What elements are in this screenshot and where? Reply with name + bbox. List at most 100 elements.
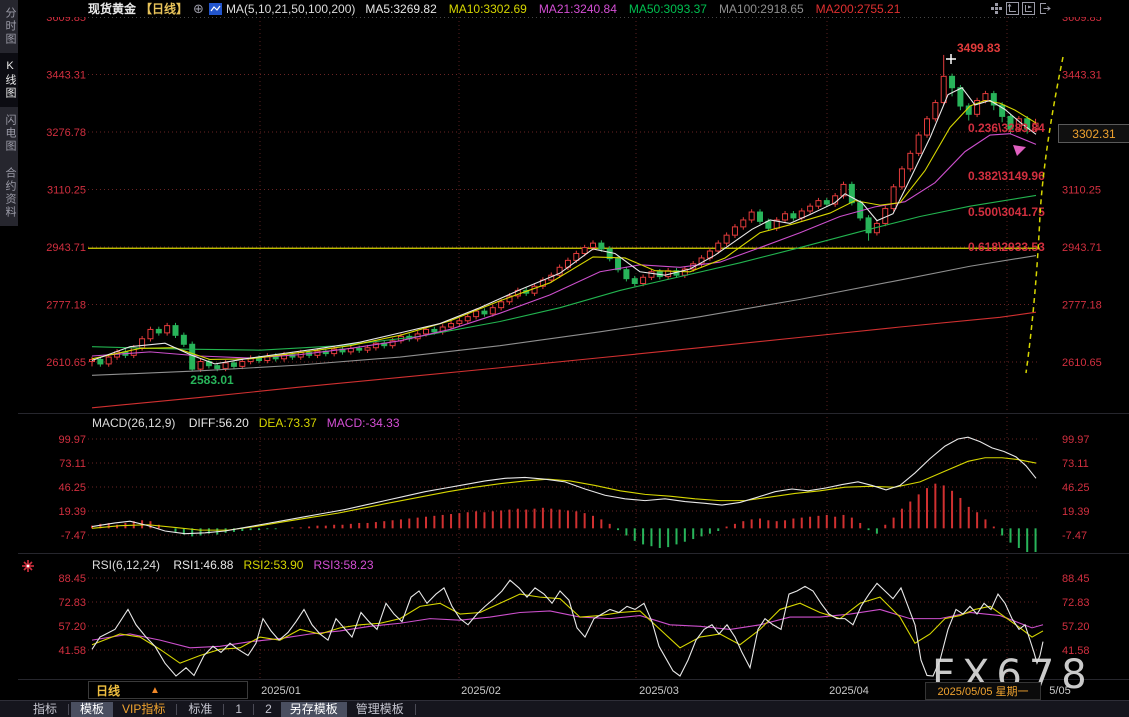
- candle-body: [590, 242, 596, 249]
- ma-legend-value: MA10:3302.69: [448, 1, 527, 16]
- candle-body: [489, 307, 496, 315]
- candle-body: [723, 234, 730, 244]
- candle-body: [748, 211, 755, 221]
- toolbar-button-9[interactable]: 2: [265, 702, 272, 716]
- candle-body: [949, 75, 956, 89]
- macd-axis-label-right: 19.39: [1062, 506, 1090, 518]
- toolbar-button-10[interactable]: 另存模板: [280, 702, 347, 717]
- candle-body: [189, 343, 196, 370]
- candle-body: [581, 247, 588, 254]
- candle-body: [214, 365, 221, 369]
- candle-body: [506, 295, 513, 303]
- exit-icon[interactable]: [1038, 2, 1051, 15]
- candle-body: [999, 104, 1006, 117]
- candle-body: [431, 328, 438, 333]
- ma50-line: [91, 194, 1037, 351]
- candle-body: [498, 301, 505, 309]
- sidebar-item-1[interactable]: K线图: [0, 53, 18, 107]
- price-axis-label-left: 2610.65: [46, 357, 86, 369]
- chart-header: 现货黄金 【日线】 ⊕ MA(5,10,21,50,100,200) MA5:3…: [18, 0, 1129, 17]
- fib-level-label: 0.618\2933.53: [968, 240, 1045, 254]
- candle-body: [372, 342, 379, 349]
- candle-body: [731, 226, 738, 236]
- macd-axis-label-left: 19.39: [58, 506, 86, 518]
- candle-body: [598, 242, 605, 250]
- candle-body: [448, 323, 455, 328]
- low-price-label: 2583.01: [190, 373, 234, 387]
- candle-body: [364, 347, 371, 351]
- ma200-line: [91, 311, 1037, 409]
- candle-body: [915, 134, 922, 154]
- ma-legend-value: MA5:3269.82: [365, 1, 437, 16]
- candle-body: [573, 252, 580, 261]
- toolbar-button-3[interactable]: VIP指标: [122, 702, 166, 716]
- drawn-dashed-curve: [1025, 56, 1064, 374]
- symbol-name: 现货黄金: [88, 2, 137, 16]
- candle-body: [815, 200, 822, 207]
- candle-body: [974, 100, 981, 115]
- price-axis-label-right: 2777.18: [1062, 300, 1102, 312]
- price-axis-label-right: 2943.71: [1062, 242, 1102, 254]
- toolbar-divider: [68, 704, 70, 715]
- candle-body: [139, 338, 146, 349]
- move-icon[interactable]: [990, 2, 1003, 15]
- candle-body: [765, 220, 772, 229]
- macd-axis-label-right: -7.47: [1062, 530, 1087, 542]
- indicator-value: RSI1:46.88: [173, 558, 234, 572]
- toolbar-button-7[interactable]: 1: [235, 702, 243, 716]
- rsi-axis-label-left: 41.58: [58, 645, 86, 657]
- sidebar-item-0[interactable]: 分时图: [4, 7, 16, 46]
- last-price-box: 3302.31: [1058, 124, 1129, 143]
- period-selector[interactable]: 日线 ▲: [88, 681, 248, 699]
- candle-body: [172, 325, 179, 336]
- axis-pan-icon[interactable]: [1022, 2, 1035, 15]
- sidebar-filler: [0, 226, 18, 717]
- candle-body: [606, 248, 613, 260]
- rsi-axis-label-right: 57.20: [1062, 621, 1090, 633]
- toolbar-button-0[interactable]: 指标: [33, 702, 58, 716]
- candle-body: [356, 347, 363, 351]
- candle-body: [740, 219, 747, 228]
- indicator-value: RSI3:58.23: [313, 558, 374, 572]
- candle-body: [481, 310, 488, 315]
- rsi-axis-label-right: 41.58: [1062, 645, 1090, 657]
- toolbar-button-11[interactable]: 管理模板: [355, 702, 404, 716]
- expand-icon[interactable]: ⊕: [193, 0, 204, 16]
- candle-body: [807, 205, 814, 212]
- candle-body: [757, 211, 763, 222]
- toolbar-button-2[interactable]: 模板: [71, 702, 114, 717]
- high-price-label: 3499.83: [957, 41, 1001, 55]
- candle-body: [615, 258, 622, 271]
- candle-body: [982, 93, 989, 102]
- axis-zoom-icon[interactable]: [1006, 2, 1019, 15]
- macd-axis-label-left: -7.47: [61, 530, 86, 542]
- mini-chart-icon: [208, 2, 222, 15]
- candle-body: [715, 242, 722, 252]
- indicator-value: RSI2:53.90: [243, 558, 304, 572]
- macd-axis-label-right: 46.25: [1062, 482, 1090, 494]
- rsi2-line: [91, 593, 1044, 664]
- ma21-line: [91, 133, 1037, 359]
- time-axis-label: 2025/01: [261, 685, 301, 697]
- rsi-axis-label-right: 88.45: [1062, 573, 1090, 585]
- fib-level-label: 0.500\3041.75: [968, 205, 1045, 219]
- candle-body: [239, 361, 246, 367]
- candle-body: [932, 102, 939, 120]
- toolbar-button-5[interactable]: 标准: [188, 702, 213, 716]
- candle-body: [623, 269, 630, 280]
- sidebar-item-2[interactable]: 闪电图: [4, 114, 16, 153]
- candle-body: [180, 334, 187, 345]
- candle-body: [1024, 118, 1031, 130]
- macd-name: MACD(26,12,9): [92, 416, 176, 430]
- ma-parameters: MA(5,10,21,50,100,200): [225, 1, 356, 16]
- price-axis-label-right: 3443.31: [1062, 70, 1102, 82]
- sidebar-item-3[interactable]: 合约资料: [4, 167, 16, 219]
- macd-diff-line: [91, 436, 1037, 535]
- ma-legend-value: MA100:2918.65: [718, 1, 804, 16]
- candle-body: [256, 357, 262, 362]
- candle-body: [331, 348, 338, 355]
- candle-body: [890, 186, 897, 210]
- candle-body: [147, 328, 154, 340]
